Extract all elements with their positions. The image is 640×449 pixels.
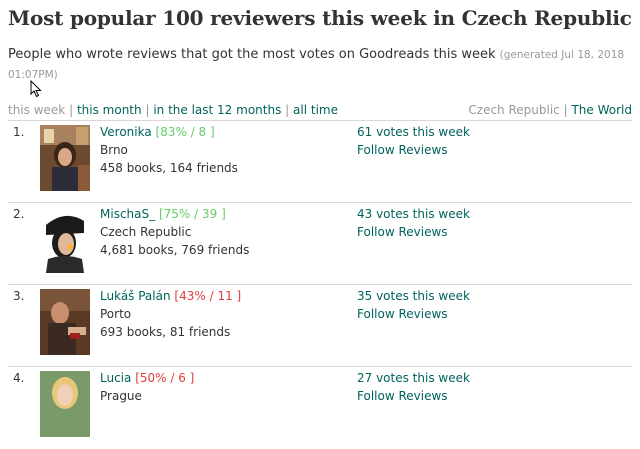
votes-column: 35 votes this week Follow Reviews — [357, 287, 470, 323]
time-filter-bar: this week | this month | in the last 12 … — [8, 101, 632, 119]
reviewer-name[interactable]: Lucia — [100, 371, 132, 385]
filter-this-week[interactable]: this week — [8, 103, 66, 117]
avatar[interactable] — [40, 207, 90, 273]
reviewer-location: Czech Republic — [100, 225, 192, 239]
reviewer-stat: [83% / 8 ] — [155, 125, 215, 139]
reviewer-info: MischaS_ [75% / 39 ] Czech Republic 4,68… — [100, 205, 249, 259]
separator: | — [285, 103, 290, 117]
reviewer-location: Brno — [100, 143, 128, 157]
filter-all-time[interactable]: all time — [293, 103, 338, 117]
reviewer-rank: 4. — [13, 371, 25, 385]
scope-country[interactable]: Czech Republic — [468, 103, 560, 117]
generated-timestamp: (generated Jul 18, 2018 01:07PM) — [8, 49, 625, 81]
reviewer-counts: 693 books, 81 friends — [100, 325, 231, 339]
subtitle-text: People who wrote reviews that got the mo… — [8, 47, 496, 62]
reviewer-info: Lukáš Palán [43% / 11 ] Porto 693 books,… — [100, 287, 241, 341]
page-title: Most popular 100 reviewers this week in … — [8, 6, 632, 30]
scope-filter: Czech Republic | The World — [468, 101, 632, 119]
votes-column: 61 votes this week Follow Reviews — [357, 123, 470, 159]
page-subtitle: People who wrote reviews that got the mo… — [8, 45, 632, 85]
reviewer-info: Lucia [50% / 6 ] Prague — [100, 369, 194, 405]
reviewer-stat: [50% / 6 ] — [135, 371, 195, 385]
reviewer-location: Prague — [100, 389, 142, 403]
reviewer-name[interactable]: Lukáš Palán — [100, 289, 171, 303]
votes-count: 43 votes this week — [357, 207, 470, 221]
reviewer-rank: 3. — [13, 289, 25, 303]
separator: | — [145, 103, 150, 117]
reviewer-stat: [75% / 39 ] — [158, 207, 226, 221]
follow-reviews-link[interactable]: Follow Reviews — [357, 143, 448, 157]
votes-count: 61 votes this week — [357, 125, 470, 139]
separator: | — [563, 103, 568, 117]
scope-world[interactable]: The World — [571, 103, 632, 117]
reviewer-name[interactable]: MischaS_ — [100, 207, 156, 221]
filter-last-12-months[interactable]: in the last 12 months — [153, 103, 282, 117]
votes-count: 27 votes this week — [357, 371, 470, 385]
votes-column: 43 votes this week Follow Reviews — [357, 205, 470, 241]
reviewer-stat: [43% / 11 ] — [174, 289, 242, 303]
reviewer-row: 3. Lukáš Palán [43% / 11 ] Porto 693 boo… — [8, 284, 632, 367]
filter-this-month[interactable]: this month — [76, 103, 142, 117]
votes-count: 35 votes this week — [357, 289, 470, 303]
page: Most popular 100 reviewers this week in … — [0, 0, 640, 85]
follow-reviews-link[interactable]: Follow Reviews — [357, 389, 448, 403]
reviewer-rank: 1. — [13, 125, 25, 139]
mouse-cursor-icon — [30, 79, 42, 102]
avatar[interactable] — [40, 125, 90, 191]
reviewer-row: 1. Veronika [83% / 8 ] Brno 458 books, 1… — [8, 120, 632, 203]
avatar[interactable] — [40, 371, 90, 437]
reviewer-counts: 4,681 books, 769 friends — [100, 243, 250, 257]
separator: | — [69, 103, 74, 117]
reviewer-row: 4. Lucia [50% / 6 ] Prague 27 votes this… — [8, 366, 632, 449]
follow-reviews-link[interactable]: Follow Reviews — [357, 307, 448, 321]
reviewer-row: 2. MischaS_ [75% / 39 ] Czech Republic 4… — [8, 202, 632, 285]
reviewer-name[interactable]: Veronika — [100, 125, 152, 139]
follow-reviews-link[interactable]: Follow Reviews — [357, 225, 448, 239]
avatar[interactable] — [40, 289, 90, 355]
reviewer-info: Veronika [83% / 8 ] Brno 458 books, 164 … — [100, 123, 238, 177]
reviewer-counts: 458 books, 164 friends — [100, 161, 238, 175]
reviewer-location: Porto — [100, 307, 132, 321]
reviewer-rank: 2. — [13, 207, 25, 221]
